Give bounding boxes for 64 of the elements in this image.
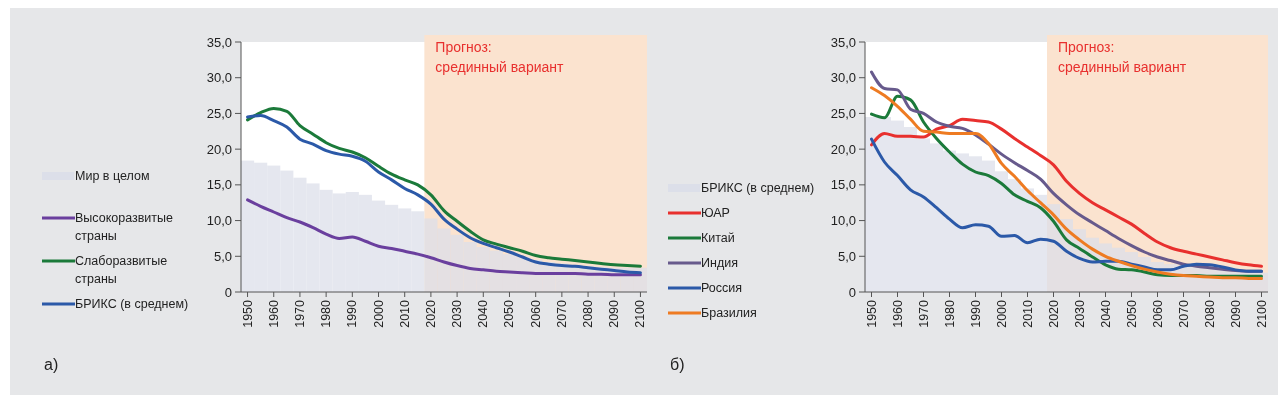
- x-tick-label: 1960: [890, 299, 905, 328]
- legend-label: Китай: [701, 231, 735, 245]
- x-tick-label: 2010: [1020, 299, 1035, 328]
- band-label: Прогноз: срединный вариант: [1058, 39, 1187, 75]
- y-tick-label: 25,0: [206, 105, 232, 121]
- y-tick-label: 30,0: [830, 70, 856, 86]
- x-tick-label: 2030: [450, 299, 465, 328]
- legend-label: Слаборазвитые страны: [75, 254, 168, 286]
- x-tick-label: 2100: [1254, 299, 1269, 328]
- legend-label: БРИКС (в среднем): [701, 181, 815, 195]
- y-tick-label: 20,0: [830, 141, 856, 157]
- legend-label: Индия: [701, 256, 738, 270]
- x-tick-label: 2020: [423, 299, 438, 328]
- legend-label: БРИКС (в среднем): [75, 297, 189, 311]
- y-tick-label: 15,0: [206, 177, 232, 193]
- legend-label: Мир в целом: [75, 169, 150, 183]
- x-tick-label: 1970: [916, 299, 931, 328]
- x-tick-label: 2020: [1046, 299, 1061, 328]
- x-tick-label: 2050: [502, 299, 517, 328]
- x-tick-label: 1990: [968, 299, 983, 328]
- y-tick-label: 35,0: [206, 34, 232, 50]
- text: б): [670, 356, 685, 373]
- y-tick-label: 20,0: [206, 141, 232, 157]
- x-tick-label: 2080: [1202, 299, 1217, 328]
- x-tick-label: 2010: [397, 299, 412, 328]
- y-tick-label: 0: [224, 284, 232, 300]
- x-tick-label: 2070: [1176, 299, 1191, 328]
- x-tick-label: 2050: [1124, 299, 1139, 328]
- text: а): [44, 356, 59, 373]
- y-tick-label: 15,0: [830, 177, 856, 193]
- x-tick-label: 2070: [554, 299, 569, 328]
- x-tick-label: 1980: [942, 299, 957, 328]
- x-tick-label: 2040: [476, 299, 491, 328]
- x-tick-label: 2000: [994, 299, 1009, 328]
- y-tick-label: 35,0: [830, 34, 856, 50]
- x-tick-label: 1970: [292, 299, 307, 328]
- band-label: Прогноз: срединный вариант: [435, 39, 565, 75]
- x-tick-label: 2090: [607, 299, 622, 328]
- x-tick-label: 2080: [581, 299, 596, 328]
- x-tick-label: 2040: [1098, 299, 1113, 328]
- y-tick-label: 0: [848, 284, 856, 300]
- line-series: [246, 198, 642, 277]
- y-tick-label: 5,0: [213, 248, 232, 264]
- y-tick-label: 5,0: [837, 248, 856, 264]
- line-series: [870, 117, 1263, 268]
- y-tick-label: 25,0: [830, 105, 856, 121]
- x-tick-label: 1950: [240, 299, 255, 328]
- x-tick-label: 1950: [864, 299, 879, 328]
- x-tick-label: 1960: [266, 299, 281, 328]
- x-tick-label: 2100: [633, 299, 648, 328]
- x-tick-label: 2000: [371, 299, 386, 328]
- y-tick-label: 30,0: [206, 70, 232, 86]
- legend-label: Высокоразвитые страны: [75, 211, 174, 243]
- y-tick-label: 10,0: [206, 213, 232, 229]
- x-tick-label: 2060: [1150, 299, 1165, 328]
- x-tick-label: 1990: [345, 299, 360, 328]
- x-tick-label: 2060: [528, 299, 543, 328]
- x-tick-label: 2090: [1228, 299, 1243, 328]
- legend-label: ЮАР: [701, 206, 730, 220]
- y-tick-label: 10,0: [830, 213, 856, 229]
- x-tick-label: 1980: [319, 299, 334, 328]
- x-tick-label: 2030: [1072, 299, 1087, 328]
- legend-label: Бразилия: [701, 306, 757, 320]
- legend-label: Россия: [701, 281, 742, 295]
